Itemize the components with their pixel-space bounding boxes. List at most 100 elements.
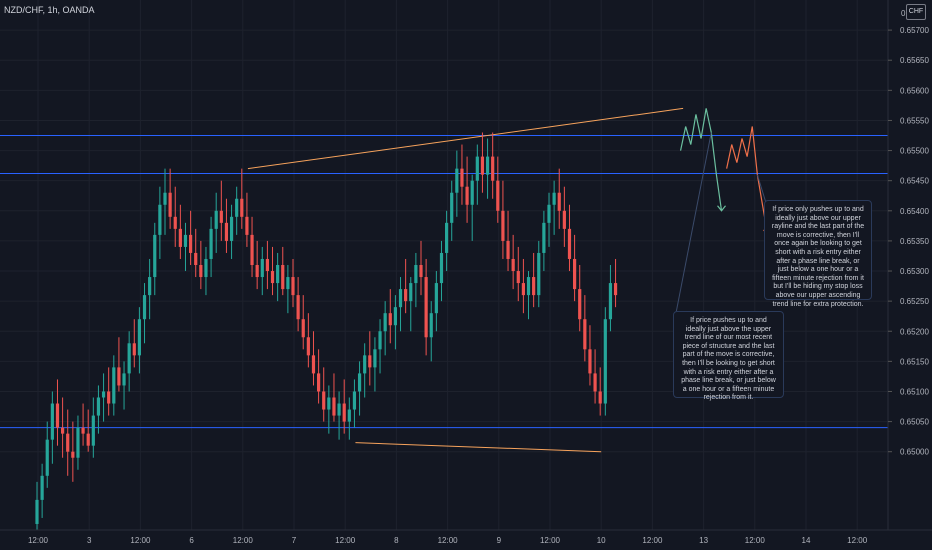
trendline — [247, 107, 684, 170]
candle-body — [363, 355, 367, 374]
trendlines[interactable] — [247, 107, 684, 453]
price-tick-label: 0.65700 — [900, 26, 929, 35]
candle-body — [429, 313, 433, 338]
candle-body — [163, 192, 167, 205]
candle-body — [224, 222, 229, 241]
candle-body — [250, 234, 254, 265]
candle-body — [388, 313, 392, 326]
symbol-title: NZD/CHF, 1h, OANDA — [4, 5, 95, 15]
candle-body — [532, 277, 536, 296]
candle-body — [552, 192, 556, 205]
time-tick-label: 7 — [292, 536, 297, 545]
candle-body — [66, 433, 70, 452]
candle-body — [480, 156, 485, 175]
candle-body — [45, 439, 49, 476]
candle-body — [562, 210, 566, 229]
candle-body — [50, 403, 54, 440]
candle-body — [260, 258, 264, 278]
horizontal-levels[interactable] — [0, 135, 888, 429]
candle-body — [557, 192, 561, 211]
candle-body — [96, 397, 101, 416]
candle-body — [76, 427, 80, 458]
price-axis[interactable]: 0.65000 0.65050 0.65100 0.65150 0.65200 0.652… — [887, 0, 932, 530]
projection-path-green — [679, 108, 723, 211]
candle-body — [112, 367, 116, 404]
candle-body — [209, 228, 213, 259]
time-axis[interactable]: 12:00 3 12:00 6 12:00 7 12:00 8 12:00 9 12:00 10 12:… — [0, 529, 932, 550]
candle-body — [91, 415, 95, 446]
candle-body — [613, 283, 618, 296]
annotation-connectors — [675, 132, 767, 314]
candle-body — [189, 234, 193, 253]
candle-body — [342, 403, 346, 422]
candle-body — [542, 222, 546, 253]
candle-body — [470, 180, 474, 205]
note-connector-right — [756, 174, 767, 204]
candle-body — [199, 265, 203, 278]
candle-body — [491, 156, 495, 181]
time-tick-label: 12:00 — [642, 536, 663, 545]
time-tick-label: 12:00 — [745, 536, 766, 545]
candle-body — [526, 277, 531, 296]
candle-body — [393, 307, 397, 326]
candle-body — [593, 373, 597, 392]
candle-body — [322, 391, 326, 410]
candle-body — [55, 403, 60, 428]
candle-body — [276, 265, 280, 284]
candle-body — [506, 240, 510, 259]
candle-body — [81, 427, 85, 434]
time-tick-label: 12:00 — [28, 536, 49, 545]
candle-body — [158, 204, 162, 235]
candle-body — [296, 295, 300, 320]
candle-body — [465, 186, 469, 205]
candle-body — [424, 277, 428, 338]
price-tick-label: 0.65650 — [900, 56, 929, 65]
candle-body — [378, 331, 382, 350]
annotation-note-right[interactable]: If price only pushes up to and ideally j… — [764, 200, 872, 308]
candle-body — [419, 265, 423, 278]
candle-body — [127, 343, 131, 374]
time-tick-label: 12:00 — [130, 536, 151, 545]
candle-body — [168, 192, 172, 217]
candle-body — [434, 283, 438, 314]
candlestick-series — [35, 132, 618, 550]
time-tick-label: 13 — [699, 536, 708, 545]
candle-body — [265, 258, 269, 272]
candle-body — [439, 252, 444, 284]
candle-body — [291, 277, 295, 296]
candle-body — [71, 451, 75, 458]
time-tick-label: 8 — [394, 536, 399, 545]
candle-body — [357, 373, 362, 392]
currency-button[interactable]: CHF — [906, 4, 926, 20]
annotation-note-bottom[interactable]: If price pushes up to and ideally just a… — [673, 311, 784, 401]
projection-paths — [679, 108, 773, 236]
candle-body — [107, 391, 111, 404]
candle-body — [286, 277, 290, 290]
time-tick-label: 12:00 — [438, 536, 459, 545]
candle-body — [450, 192, 454, 223]
candle-body — [347, 409, 351, 422]
time-tick-label: 12:00 — [335, 536, 356, 545]
candle-body — [455, 168, 459, 193]
candle-body — [332, 397, 336, 416]
candle-body — [229, 216, 234, 241]
price-tick-label: 0.65150 — [900, 357, 929, 366]
price-tick-label: 0.65000 — [900, 448, 929, 457]
candle-body — [547, 204, 551, 223]
chart-grid — [0, 0, 888, 530]
price-tick-label: 0.65550 — [900, 116, 929, 125]
candle-body — [153, 234, 157, 278]
price-tick-label: 0.65350 — [900, 237, 929, 246]
candle-body — [445, 222, 449, 253]
candle-body — [204, 258, 208, 278]
candle-body — [460, 168, 464, 187]
price-tick-label: 0.65050 — [900, 418, 929, 427]
candle-body — [583, 319, 587, 350]
candle-body — [603, 319, 607, 404]
candle-body — [485, 156, 490, 175]
time-tick-label: 12:00 — [847, 536, 868, 545]
candle-body — [383, 313, 387, 332]
candle-body — [214, 210, 218, 229]
time-tick-label: 3 — [87, 536, 92, 545]
